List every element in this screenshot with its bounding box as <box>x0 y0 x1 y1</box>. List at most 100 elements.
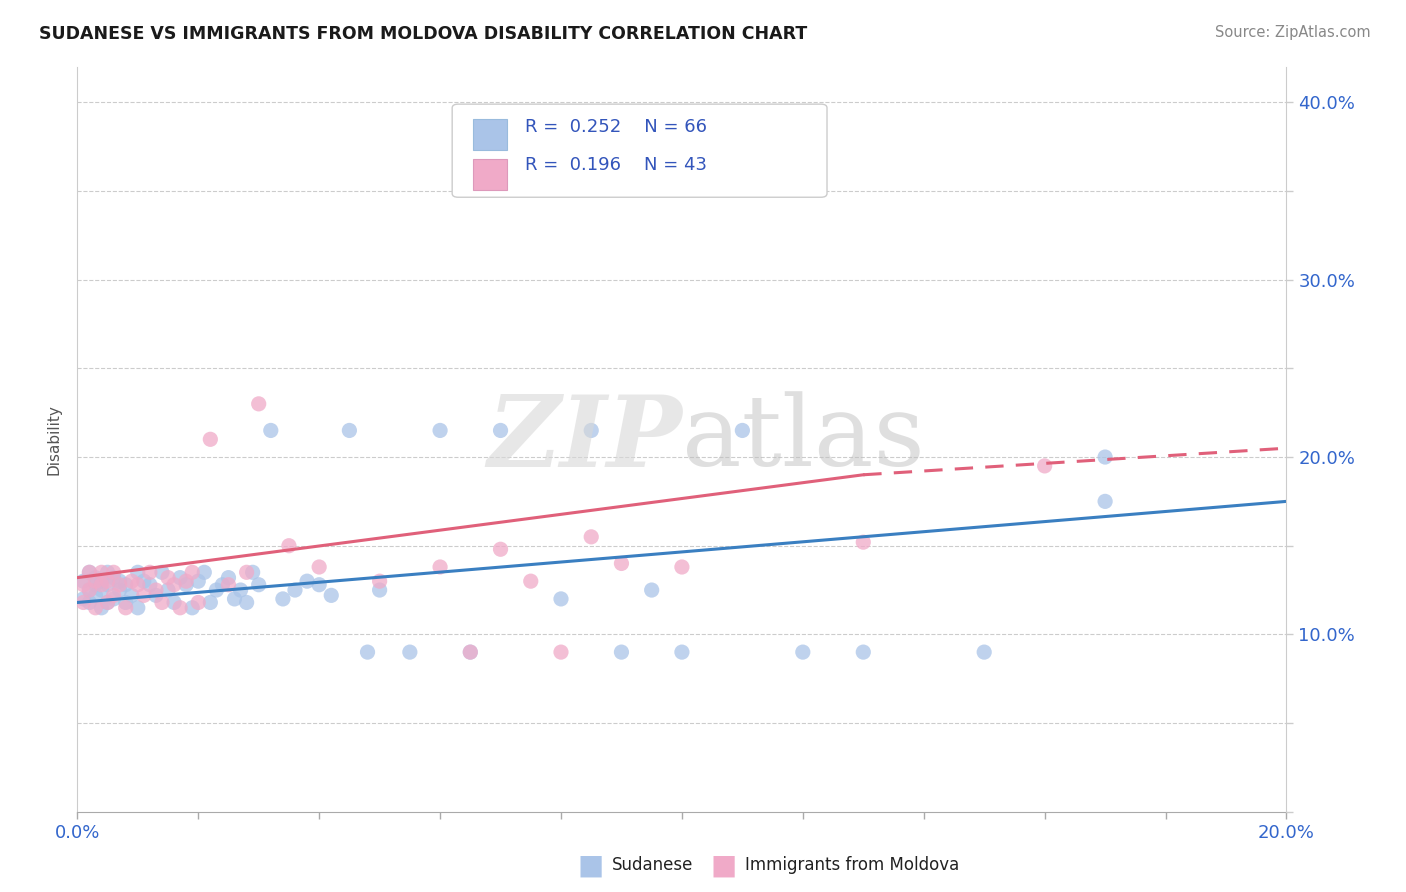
Point <box>356 645 378 659</box>
Point <box>96 574 118 589</box>
Point <box>132 574 155 589</box>
Point <box>200 433 222 447</box>
Point <box>127 566 149 580</box>
Point <box>79 566 101 580</box>
Point <box>284 582 307 597</box>
Point <box>308 578 330 592</box>
Point <box>458 645 481 659</box>
Point <box>103 566 125 580</box>
Point <box>79 595 101 609</box>
Point <box>139 578 162 592</box>
Point <box>187 595 209 609</box>
Point <box>399 645 422 659</box>
Point <box>337 424 360 438</box>
Point <box>235 595 257 609</box>
Point <box>84 571 107 585</box>
Point <box>72 578 94 592</box>
Point <box>157 571 180 585</box>
Point <box>90 574 112 589</box>
Point <box>150 566 173 580</box>
Point <box>169 571 191 585</box>
Point <box>96 595 118 609</box>
Point <box>429 424 451 438</box>
Point <box>96 595 118 609</box>
Point <box>205 582 228 597</box>
Point <box>181 600 204 615</box>
Point <box>271 591 294 606</box>
Point <box>731 424 754 438</box>
Point <box>218 571 240 585</box>
Point <box>224 591 246 606</box>
Point <box>429 560 451 574</box>
Point <box>150 595 173 609</box>
Point <box>84 600 107 615</box>
Point <box>72 591 94 606</box>
Text: ■: ■ <box>578 851 603 880</box>
Point <box>260 424 283 438</box>
Point <box>90 600 112 615</box>
Point <box>610 645 633 659</box>
Point <box>127 600 149 615</box>
Text: atlas: atlas <box>682 392 925 487</box>
Point <box>610 557 633 571</box>
Text: SUDANESE VS IMMIGRANTS FROM MOLDOVA DISABILITY CORRELATION CHART: SUDANESE VS IMMIGRANTS FROM MOLDOVA DISA… <box>39 25 807 43</box>
Point <box>368 582 391 597</box>
Point <box>671 645 693 659</box>
Point <box>641 582 664 597</box>
Point <box>127 578 149 592</box>
Point <box>114 600 136 615</box>
Point <box>671 560 693 574</box>
Point <box>489 424 512 438</box>
Point <box>145 588 167 602</box>
Point <box>1033 458 1056 473</box>
Point <box>96 566 118 580</box>
Point <box>550 591 572 606</box>
Point <box>278 539 301 553</box>
Point <box>792 645 814 659</box>
Point <box>581 530 603 544</box>
Point <box>218 578 240 592</box>
Point <box>108 578 131 592</box>
Point <box>211 578 233 592</box>
Point <box>308 560 330 574</box>
Text: Source: ZipAtlas.com: Source: ZipAtlas.com <box>1215 25 1371 40</box>
Point <box>114 578 136 592</box>
Point <box>520 574 543 589</box>
Point <box>550 645 572 659</box>
Point <box>652 180 675 194</box>
Point <box>157 582 180 597</box>
Point <box>229 582 252 597</box>
Point <box>163 578 186 592</box>
Point <box>84 574 107 589</box>
Text: Immigrants from Moldova: Immigrants from Moldova <box>745 856 959 874</box>
Point <box>295 574 318 589</box>
Point <box>235 566 257 580</box>
FancyBboxPatch shape <box>472 159 506 190</box>
Point <box>174 574 197 589</box>
Point <box>79 582 101 597</box>
Text: ZIP: ZIP <box>486 391 682 488</box>
Point <box>852 645 875 659</box>
FancyBboxPatch shape <box>453 104 827 197</box>
Point <box>90 582 112 597</box>
Point <box>79 566 101 580</box>
Point <box>103 591 125 606</box>
Point <box>181 566 204 580</box>
Point <box>187 574 209 589</box>
Y-axis label: Disability: Disability <box>46 404 62 475</box>
Point <box>1094 494 1116 508</box>
Point <box>174 578 197 592</box>
Text: R =  0.252    N = 66: R = 0.252 N = 66 <box>524 118 707 136</box>
Point <box>79 582 101 597</box>
Point <box>973 645 995 659</box>
Point <box>163 595 186 609</box>
Point <box>90 566 112 580</box>
Point <box>1094 450 1116 464</box>
Point <box>103 571 125 585</box>
Point <box>84 578 107 592</box>
Point <box>458 645 481 659</box>
Text: R =  0.196    N = 43: R = 0.196 N = 43 <box>524 156 707 174</box>
Point <box>321 588 343 602</box>
Point <box>169 600 191 615</box>
Point <box>72 574 94 589</box>
